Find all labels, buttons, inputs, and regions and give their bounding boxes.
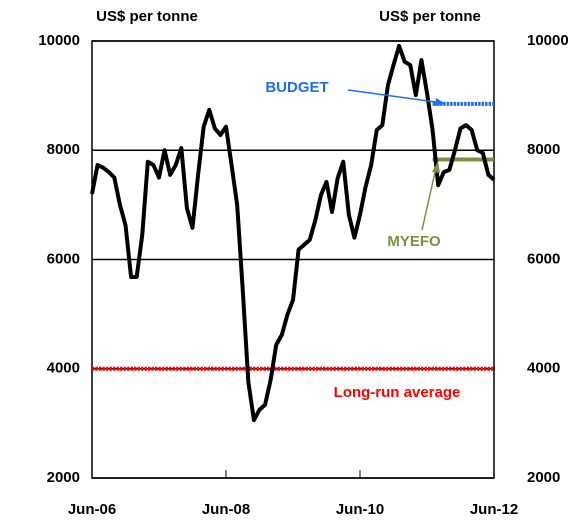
y2-tick-label: 10000 — [527, 32, 569, 49]
y2-axis-label: US$ per tonne — [379, 8, 481, 25]
x-tick-label: Jun-12 — [470, 501, 518, 518]
price-line — [90, 43, 496, 423]
myefo-arrowhead — [432, 161, 440, 173]
myefo-arrow — [421, 167, 437, 231]
y-tick-label: 10000 — [38, 32, 80, 49]
y-tick-label: 6000 — [47, 250, 80, 267]
y2-tick-label: 4000 — [527, 360, 560, 377]
budget-annotation: BUDGET — [265, 79, 328, 96]
y2-tick-label: 2000 — [527, 469, 560, 486]
myefo-annotation: MYEFO — [387, 233, 441, 250]
x-tick-label: Jun-06 — [68, 501, 116, 518]
y2-tick-label: 8000 — [527, 141, 560, 158]
x-tick-label: Jun-08 — [202, 501, 250, 518]
y-tick-label: 2000 — [47, 469, 80, 486]
budget-arrow — [347, 89, 444, 104]
y2-tick-label: 6000 — [527, 250, 560, 267]
y-tick-label: 8000 — [47, 141, 80, 158]
y-tick-label: 4000 — [47, 360, 80, 377]
y-axis-label: US$ per tonne — [96, 8, 198, 25]
x-tick-label: Jun-10 — [336, 501, 384, 518]
long-run-annotation: Long-run average — [334, 384, 461, 401]
budget-arrowhead — [435, 98, 446, 106]
